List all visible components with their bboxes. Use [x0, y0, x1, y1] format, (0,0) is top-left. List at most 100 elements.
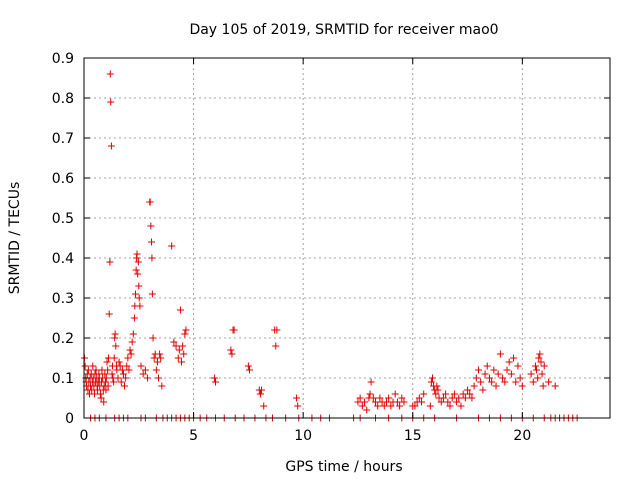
data-point: [106, 258, 114, 266]
data-point: [260, 402, 268, 410]
data-point: [391, 390, 399, 398]
data-point: [374, 402, 382, 410]
data-point: [272, 342, 280, 350]
y-tick-label: 0.7: [52, 131, 74, 147]
data-point: [146, 198, 154, 206]
data-point: [212, 378, 219, 386]
data-point: [470, 382, 478, 390]
data-point: [116, 362, 124, 370]
data-point: [122, 374, 130, 382]
data-point: [437, 398, 445, 406]
y-tick-labels: 0 0.1 0.2 0.3 0.4 0.5 0.6 0.7 0.8 0.9: [52, 51, 74, 427]
data-point: [551, 382, 559, 390]
data-point: [294, 402, 302, 410]
data-point: [455, 394, 463, 402]
data-point: [475, 366, 482, 374]
data-point: [442, 390, 450, 398]
data-point: [472, 374, 480, 382]
data-point: [88, 386, 96, 394]
data-point: [155, 374, 163, 382]
data-point: [494, 370, 502, 378]
data-point: [102, 374, 110, 382]
data-point: [228, 350, 236, 358]
data-point: [382, 398, 390, 406]
data-point: [148, 238, 156, 246]
data-point: [101, 370, 109, 378]
data-point: [516, 374, 524, 382]
x-tick-label: 10: [294, 428, 312, 444]
y-axis-label: SRMTID / TECUs: [7, 182, 23, 295]
data-point: [361, 398, 369, 406]
data-point: [400, 398, 408, 406]
data-point: [244, 362, 252, 370]
data-point: [91, 390, 99, 398]
data-point: [136, 302, 144, 310]
data-point: [134, 258, 142, 266]
data-point: [256, 390, 264, 398]
data-point: [174, 354, 182, 362]
data-point: [490, 366, 498, 374]
data-point: [358, 402, 366, 410]
data-point: [444, 398, 452, 406]
data-point: [385, 394, 393, 402]
data-point: [518, 382, 526, 390]
data-point: [273, 326, 281, 334]
data-point: [132, 266, 140, 274]
data-point: [148, 254, 156, 262]
data-point: [529, 378, 537, 386]
data-point: [230, 326, 238, 334]
data-point: [380, 402, 388, 410]
data-point: [227, 346, 235, 354]
data-point: [104, 382, 112, 390]
data-point: [141, 366, 149, 374]
data-point: [483, 362, 491, 370]
data-point: [420, 390, 428, 398]
data-point: [505, 358, 513, 366]
data-point: [81, 362, 89, 370]
data-point: [133, 250, 141, 258]
data-point: [117, 378, 125, 386]
data-point: [180, 350, 188, 358]
data-point: [527, 370, 535, 378]
data-point: [534, 374, 542, 382]
data-point: [531, 362, 539, 370]
data-point: [152, 366, 160, 374]
data-point: [135, 294, 143, 302]
data-point: [181, 330, 189, 338]
data-point: [101, 378, 109, 386]
data-point: [210, 374, 218, 382]
data-point: [533, 366, 541, 374]
data-point: [137, 362, 145, 370]
data-point: [477, 378, 485, 386]
x-axis-label: GPS time / hours: [285, 459, 402, 475]
data-point: [92, 366, 100, 374]
data-point: [387, 402, 395, 410]
chart-title: Day 105 of 2019, SRMTID for receiver mao…: [189, 22, 498, 38]
data-point: [104, 366, 112, 374]
data-point: [434, 386, 442, 394]
data-point: [106, 70, 114, 78]
data-point: [540, 362, 548, 370]
data-point: [507, 370, 515, 378]
data-point: [492, 382, 500, 390]
data-point: [100, 398, 108, 406]
data-point: [148, 290, 156, 298]
data-point: [418, 398, 426, 406]
data-point: [439, 394, 447, 402]
data-point: [354, 398, 362, 406]
data-point: [428, 374, 436, 382]
data-point: [132, 290, 140, 298]
data-point: [464, 386, 472, 394]
data-point: [371, 398, 379, 406]
data-point: [356, 394, 364, 402]
data-point: [539, 382, 547, 390]
data-point: [89, 362, 97, 370]
data-point: [396, 402, 404, 410]
y-tick-label: 0.1: [52, 371, 74, 387]
data-point: [156, 350, 164, 358]
data-point: [118, 366, 126, 374]
y-tick-label: 0.2: [52, 331, 74, 347]
x-tick-label: 20: [513, 428, 531, 444]
